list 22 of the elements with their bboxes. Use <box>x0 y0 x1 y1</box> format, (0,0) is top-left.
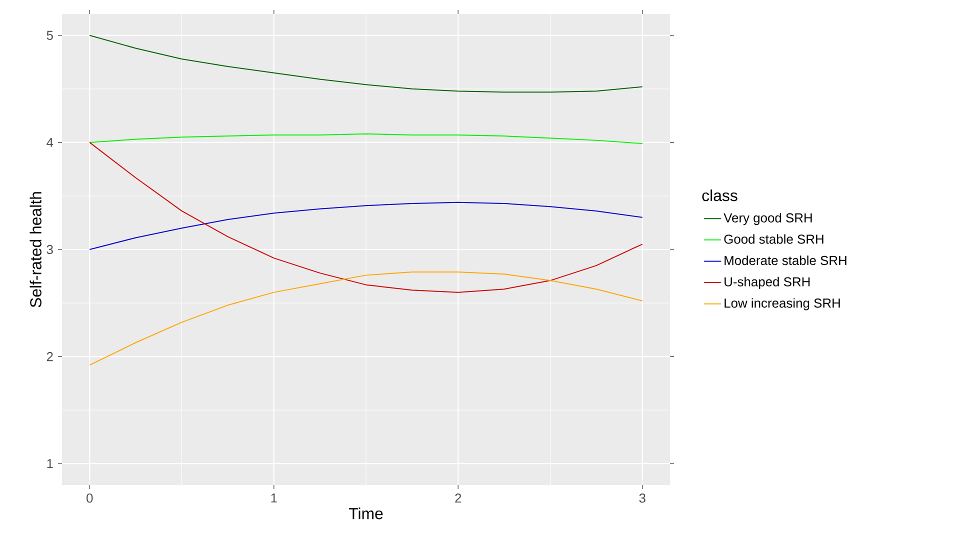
y-tick-label: 1 <box>47 459 53 468</box>
line-series <box>89 271 643 366</box>
x-tick-label: 2 <box>455 494 462 503</box>
line-series <box>89 142 643 293</box>
y-tick-label: 3 <box>46 244 53 254</box>
legend-label: U-shaped SRH <box>724 276 810 289</box>
y-tick-label: 4 <box>46 138 54 147</box>
y-axis-title: Self-rated health <box>30 192 42 308</box>
line-series <box>89 202 643 250</box>
x-tick-label: 3 <box>639 494 646 503</box>
legend-label: Very good SRH <box>724 212 812 226</box>
legend-label: Low increasing SRH <box>724 298 840 310</box>
y-tick-label: 2 <box>46 352 53 362</box>
legend-title: class <box>702 189 738 202</box>
line-series <box>89 133 643 144</box>
legend-label: Moderate stable SRH <box>724 256 846 266</box>
legend-label: Good stable SRH <box>724 234 824 244</box>
x-axis-title: Time <box>348 508 383 520</box>
x-tick-label: 1 <box>271 494 277 502</box>
x-tick-label: 0 <box>86 494 93 503</box>
line-series <box>89 34 643 93</box>
y-tick-label: 5 <box>46 30 53 40</box>
